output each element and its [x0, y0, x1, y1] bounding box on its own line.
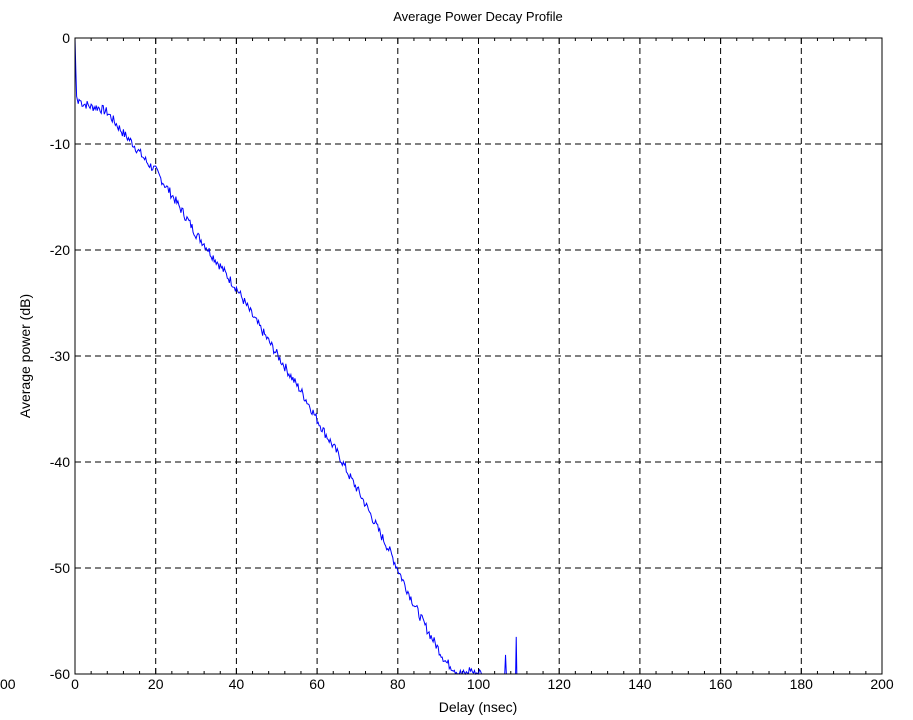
y-tick-labels: 0 -10 -20 -30 -40 -50 -60 — [50, 30, 70, 682]
y-tick-label: 0 — [62, 30, 70, 46]
x-tick-label: 140 — [628, 676, 652, 692]
y-axis-title: Average power (dB) — [17, 294, 33, 418]
y-tick-label: -10 — [50, 136, 70, 152]
x-tick-label: 80 — [390, 676, 406, 692]
y-tick-label: -50 — [50, 560, 70, 576]
x-tick-label: 180 — [790, 676, 814, 692]
x-tick-label: 200 — [870, 676, 894, 692]
data-series — [74, 37, 518, 676]
x-axis-title: Delay (nsec) — [439, 699, 518, 715]
series-line-spike — [504, 654, 507, 675]
chart-title: Average Power Decay Profile — [393, 9, 563, 24]
x-tick-label: 60 — [309, 676, 325, 692]
y-tick-label: -30 — [50, 348, 70, 364]
y-tick-label: -20 — [50, 242, 70, 258]
series-line-spike — [515, 636, 518, 675]
y-tick-label: -40 — [50, 454, 70, 470]
left-edge-label: 00 — [0, 676, 16, 692]
x-tick-label: 160 — [709, 676, 733, 692]
x-tick-labels: 0 20 40 60 80 100 120 140 160 180 200 — [71, 676, 894, 692]
y-tick-label: -60 — [50, 666, 70, 682]
x-tick-label: 0 — [71, 676, 79, 692]
x-tick-label: 120 — [548, 676, 572, 692]
x-tick-label: 40 — [229, 676, 245, 692]
x-tick-label: 20 — [148, 676, 164, 692]
x-tick-label: 100 — [467, 676, 491, 692]
series-line-decay — [74, 37, 483, 676]
plot-frame — [74, 37, 883, 675]
